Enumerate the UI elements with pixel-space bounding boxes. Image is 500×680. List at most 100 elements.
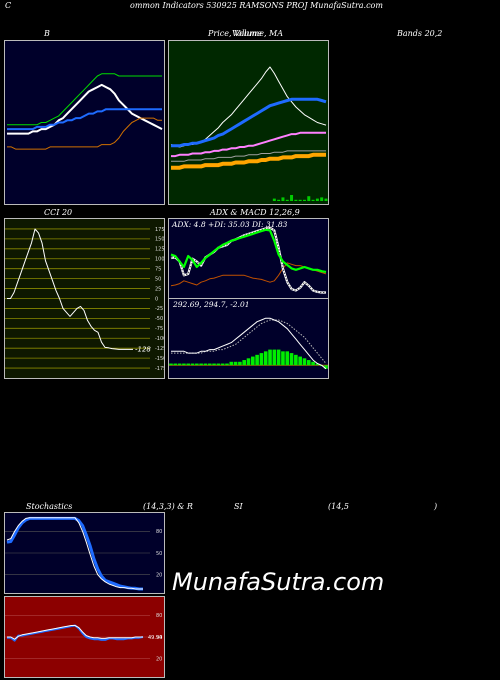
macd-histogram-bar xyxy=(199,363,203,366)
volume-bar xyxy=(285,199,289,201)
cci-tick-label: -175 xyxy=(155,366,164,372)
adx-readout: ADX: 4.8 +DI: 35.03 DI: 31.83 xyxy=(172,220,288,229)
cci-tick-label: 125 xyxy=(155,247,164,253)
macd-histogram-bar xyxy=(302,358,307,366)
bollinger-lower-band xyxy=(7,117,162,150)
volume-bar xyxy=(277,199,281,201)
macd-line xyxy=(171,317,327,370)
price-ma-chart xyxy=(168,40,329,205)
cci-tick-label: 175 xyxy=(155,227,164,233)
price-ma-background xyxy=(169,41,328,204)
cci-chart: 175 150 125 100 75 50 25 0 -25 -50 -75 -100 -125 -150… xyxy=(4,218,165,379)
macd-histogram-bar xyxy=(263,351,268,366)
macd-histogram-bar xyxy=(190,363,195,366)
cci-line xyxy=(7,228,133,350)
volume-bar xyxy=(281,197,285,201)
stoch-params: (14,3,3) & R xyxy=(143,502,193,511)
macd-plot xyxy=(169,299,328,378)
rsi-tick-label: 20 xyxy=(156,656,162,662)
ma-blue-line xyxy=(171,97,327,148)
cci-tick-label: 0 xyxy=(155,296,158,302)
macd-histogram-bar xyxy=(242,360,246,366)
rsi-last-label: 49.94 xyxy=(148,635,162,641)
volume-bar xyxy=(311,199,315,201)
adx-line-inner xyxy=(170,227,326,293)
cci-tick-label: -125 xyxy=(155,346,164,352)
macd-histogram-bar xyxy=(285,351,290,366)
macd-histogram-bar xyxy=(311,361,315,366)
macd-histogram-bar xyxy=(169,363,173,366)
macd-histogram-bar xyxy=(173,363,178,366)
macd-histogram-bar xyxy=(255,354,259,366)
bollinger-plot xyxy=(5,41,164,204)
adx-chart: ADX: 4.8 +DI: 35.03 DI: 31.83 xyxy=(168,218,329,299)
header-left-letter: C xyxy=(5,1,12,10)
cci-tick-label: -25 xyxy=(155,306,163,312)
rsi-signal-line xyxy=(7,625,143,640)
stochastics-tick-label: 20 xyxy=(156,572,162,578)
price-ma-plot xyxy=(169,41,328,204)
cci-plot: 175 150 125 100 75 50 25 0 -25 -50 -75 -100 -125 -150… xyxy=(5,219,164,378)
bollinger-chart xyxy=(4,40,165,205)
macd-histogram-bar xyxy=(177,363,182,366)
macd-histogram-bar xyxy=(276,349,281,366)
macd-histogram-bar xyxy=(251,356,255,366)
macd-histogram-bar xyxy=(306,360,311,366)
bollinger-title: B xyxy=(44,29,50,38)
adx-plot xyxy=(169,219,328,298)
cci-tick-label: -75 xyxy=(155,326,163,332)
cci-tick-label: 150 xyxy=(155,237,164,243)
bollinger-background xyxy=(5,41,164,204)
macd-histogram-bar xyxy=(324,365,328,369)
macd-histogram-bar xyxy=(272,349,277,366)
stochastics-plot: 80 50 20 xyxy=(5,513,164,593)
cci-last-label: -128 xyxy=(135,345,151,353)
macd-histogram-bar xyxy=(203,363,208,366)
minus-di-line xyxy=(170,262,327,287)
volume-bar xyxy=(294,199,298,201)
bands-title: Bands 20,2 xyxy=(397,29,443,38)
stochastics-tick-label: 80 xyxy=(156,529,162,535)
cci-tick-label: 100 xyxy=(155,257,164,263)
macd-background xyxy=(169,299,328,378)
macd-histogram-bar xyxy=(246,358,251,366)
stoch-title: Stochastics xyxy=(26,502,73,511)
macd-histogram-bar xyxy=(238,361,242,366)
volume-bar xyxy=(324,198,328,201)
macd-chart: 292.69, 294.7, -2.01 xyxy=(168,298,329,379)
stochastics-chart: 80 50 20 xyxy=(4,512,165,594)
rsi-params: (14,5 xyxy=(328,502,349,511)
adx-macd-title: ADX & MACD 12,26,9 xyxy=(210,208,300,217)
cci-tick-label: 25 xyxy=(155,286,161,292)
plus-di-line xyxy=(170,228,327,273)
stochastics-tick-label: 50 xyxy=(156,551,162,557)
macd-histogram-bar xyxy=(182,363,186,366)
bollinger-mid-line xyxy=(7,83,163,135)
cci-tick-label: -150 xyxy=(155,356,164,362)
macd-histogram-bar xyxy=(259,353,264,366)
bollinger-green-line xyxy=(7,73,162,126)
macd-histogram-bar xyxy=(315,363,320,366)
macd-histogram-bar xyxy=(289,353,294,366)
cci-tick-label: -50 xyxy=(155,316,163,322)
macd-histogram-bar xyxy=(186,363,191,366)
volume-bar xyxy=(302,199,306,201)
macd-histogram-bar xyxy=(233,361,238,366)
ma-grey-line xyxy=(171,150,326,162)
macd-histogram-bar xyxy=(229,361,234,366)
stochastics-d-line xyxy=(6,517,143,590)
volume-bar xyxy=(320,197,324,201)
macd-histogram-bar xyxy=(281,351,285,366)
macd-histogram-bar xyxy=(220,363,225,366)
watermark: MunafaSutra.com xyxy=(172,568,385,596)
macd-histogram-bar xyxy=(212,363,216,366)
macd-histogram-bar xyxy=(294,354,298,366)
macd-histogram-bar xyxy=(268,349,272,366)
bollinger-upper-band xyxy=(7,108,162,131)
volume-bar xyxy=(290,195,294,201)
rsi-plot: 80 50 20 49.94 xyxy=(5,597,164,677)
cci-tick-label: -100 xyxy=(155,336,164,342)
cci-tick-label: 50 xyxy=(155,276,161,282)
volume-bar xyxy=(298,199,302,201)
rsi-title: SI xyxy=(234,502,243,511)
